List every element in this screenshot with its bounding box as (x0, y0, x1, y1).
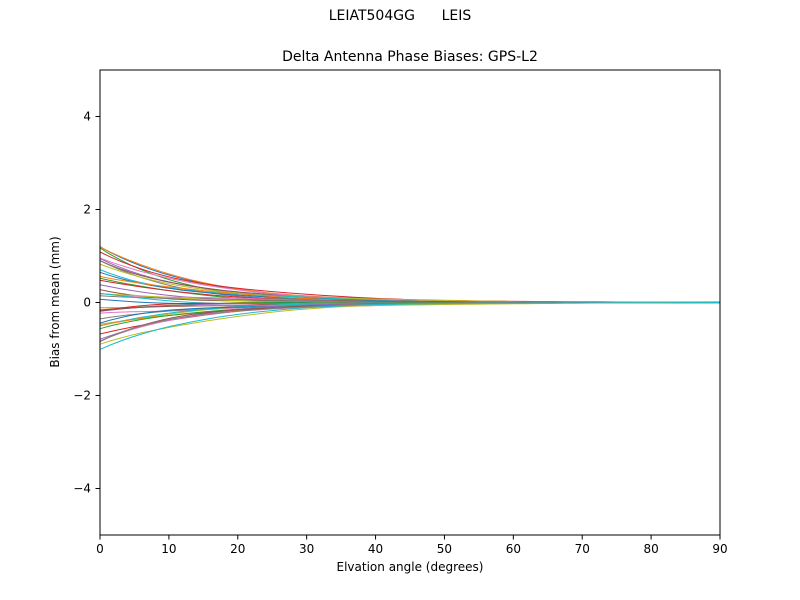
y-tick-label: 2 (83, 203, 91, 217)
x-tick-label: 90 (712, 542, 727, 556)
x-tick-label: 20 (230, 542, 245, 556)
x-tick-label: 80 (643, 542, 658, 556)
x-tick-label: 60 (506, 542, 521, 556)
y-tick-label: −4 (73, 482, 91, 496)
y-axis-label: Bias from mean (mm) (48, 236, 62, 368)
x-tick-label: 10 (161, 542, 176, 556)
series-line-s03 (99, 247, 721, 303)
series-line-s34 (99, 302, 721, 335)
x-tick-label: 50 (437, 542, 452, 556)
x-tick-label: 70 (575, 542, 590, 556)
x-tick-label: 40 (368, 542, 383, 556)
series-line-s40 (99, 302, 721, 350)
y-tick-label: 4 (83, 110, 91, 124)
x-tick-label: 0 (96, 542, 104, 556)
series-line-s35 (99, 301, 721, 340)
series-line-s04 (99, 251, 721, 303)
chart-title: Delta Antenna Phase Biases: GPS-L2 (282, 49, 538, 65)
x-axis-label: Elvation angle (degrees) (336, 560, 484, 574)
y-tick-label: 0 (83, 296, 91, 310)
y-tick-label: −2 (73, 389, 91, 403)
figure-suptitle: LEIAT504GG LEIS (328, 8, 472, 24)
x-tick-label: 30 (299, 542, 314, 556)
